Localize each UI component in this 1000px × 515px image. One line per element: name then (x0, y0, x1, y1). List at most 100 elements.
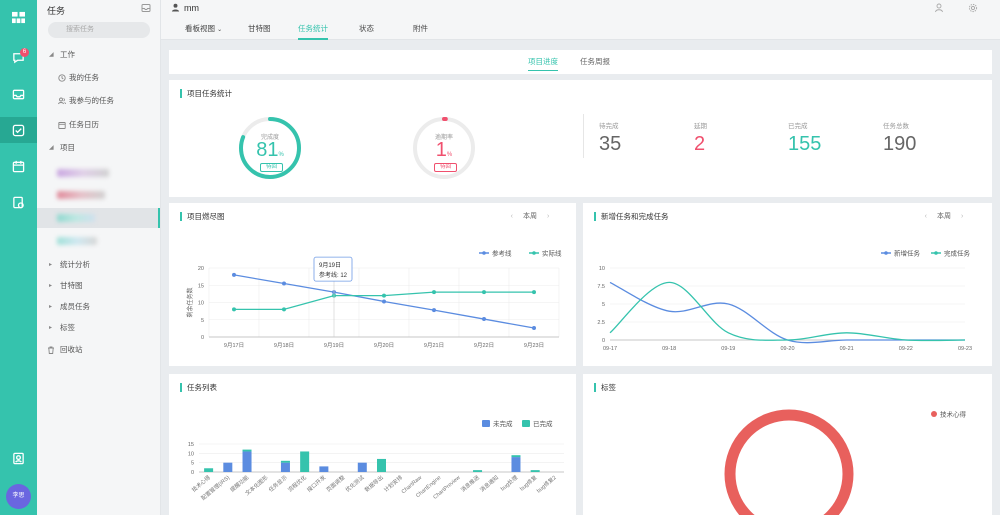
group-projects[interactable]: ◢ 项目 (37, 138, 161, 158)
bar (377, 458, 386, 472)
group-tags[interactable]: ▸ 标签 (37, 318, 161, 338)
chevron-right-icon[interactable]: › (961, 213, 964, 220)
app-logo-icon[interactable] (0, 4, 37, 30)
sidebar-item-recycle-bin[interactable]: 回收站 (37, 340, 161, 360)
group-work[interactable]: ◢ 工作 (37, 45, 161, 65)
sidebar-item-my-tasks[interactable]: 我的任务 (37, 68, 161, 88)
caret-right-icon: ▸ (49, 262, 53, 268)
app-rail: 6 李思 (0, 0, 37, 515)
caret-right-icon: ▸ (49, 283, 53, 289)
tab-kanban[interactable]: 看板视图 ⌄ (185, 24, 223, 33)
card-title: 任务列表 (180, 383, 217, 392)
bar (357, 462, 367, 472)
week-switcher[interactable]: ‹ 本周 › (510, 213, 550, 220)
data-point (532, 326, 536, 331)
search-input[interactable]: 搜索任务 (48, 22, 150, 38)
calendar-icon[interactable] (0, 153, 37, 179)
bar (242, 449, 252, 452)
legend-swatch (522, 420, 530, 427)
chevron-left-icon[interactable]: ‹ (510, 213, 513, 220)
unread-badge: 6 (20, 48, 29, 57)
x-tick-label: 9月21日 (424, 342, 444, 349)
group-member-tasks[interactable]: ▸ 成员任务 (37, 297, 161, 317)
overdue-arc (413, 117, 475, 179)
legend-label: 技术心得 (940, 410, 967, 419)
legend-label: 未完成 (493, 419, 513, 428)
x-tick-label: 09-17 (603, 346, 617, 352)
legend-label: 实际线 (542, 249, 562, 258)
data-point (282, 307, 286, 312)
new-vs-done-card: 新增任务和完成任务 ‹ 本周 › 0 2.5 5 7.5 10 09-17 09-18 09-19… (583, 203, 992, 366)
project-item[interactable] (37, 185, 161, 205)
x-tick-label: 09-19 (721, 346, 735, 352)
legend-swatch (482, 251, 486, 255)
project-item[interactable] (37, 231, 161, 251)
bar (204, 468, 214, 472)
caret-down-icon: ◢ (49, 145, 54, 151)
tab-attachments[interactable]: 附件 (413, 24, 428, 33)
card-title: 项目燃尽图 (180, 212, 225, 221)
week-switcher[interactable]: ‹ 本周 › (924, 213, 964, 220)
legend-label: 参考线 (492, 249, 512, 258)
bar (319, 466, 329, 472)
series-line (609, 281, 965, 344)
x-tick-label: 优化测试 (344, 473, 366, 494)
task-icon[interactable] (0, 117, 37, 143)
sidebar-item-task-calendar[interactable]: 任务日历 (37, 115, 161, 135)
data-point (482, 317, 486, 322)
contacts-icon[interactable] (0, 445, 37, 471)
bar (511, 455, 521, 458)
data-point (482, 290, 486, 295)
archive-icon[interactable] (141, 3, 151, 13)
x-tick-label: 09-22 (899, 346, 913, 352)
x-tick-label: 9月22日 (474, 342, 494, 349)
stats-subtabs: 项目进度 任务周报 (169, 50, 992, 74)
project-item-selected[interactable] (37, 208, 160, 228)
redacted-project-name (57, 169, 109, 177)
subtab-project-progress[interactable]: 项目进度 (528, 56, 558, 71)
bar (280, 460, 290, 463)
chevron-left-icon[interactable]: ‹ (924, 213, 927, 220)
user-avatar[interactable]: 李思 (6, 484, 31, 509)
chevron-right-icon[interactable]: › (547, 213, 550, 220)
legend-swatch (884, 251, 888, 255)
project-item[interactable] (37, 163, 161, 183)
stat-completed: 已完成 155 (788, 123, 822, 155)
x-tick-label: 09-23 (958, 346, 972, 352)
sidebar-item-participating[interactable]: 我参与的任务 (37, 91, 161, 111)
subtab-weekly-report[interactable]: 任务周报 (580, 57, 610, 66)
settings-gear-icon[interactable] (968, 3, 978, 13)
project-user[interactable]: mm (171, 3, 199, 13)
tooltip-text: 参考线: 12 (319, 271, 348, 279)
member-icon[interactable] (934, 3, 944, 13)
group-gantt[interactable]: ▸ 甘特图 (37, 276, 161, 296)
data-point (282, 281, 286, 286)
tab-task-stats[interactable]: 任务统计 (298, 20, 328, 40)
y-tick-label: 20 (198, 266, 204, 272)
new-vs-done-chart: 0 2.5 5 7.5 10 09-17 09-18 09-19 09-20 09-21 09-22… (597, 249, 972, 353)
y-tick-label: 7.5 (597, 284, 605, 290)
report-icon[interactable] (0, 189, 37, 215)
completion-tag[interactable]: 待回 (260, 163, 283, 172)
burndown-card: 项目燃尽图 ‹ 本周 › 0 5 10 15 20 9月17日 9月18日 9月19日 9月20日 9… (169, 203, 576, 366)
chat-icon[interactable]: 6 (0, 44, 37, 70)
calendar-small-icon (58, 122, 66, 129)
divider (583, 114, 584, 158)
y-tick-label: 15 (188, 442, 194, 448)
stat-pending: 待完成 35 (599, 123, 622, 155)
project-header: mm 看板视图 ⌄ 甘特图 任务统计 状态 附件 (161, 0, 1000, 40)
tab-status[interactable]: 状态 (359, 24, 374, 33)
x-tick-label: 9月18日 (274, 342, 294, 349)
card-title: 新增任务和完成任务 (594, 212, 669, 221)
redacted-project-name (57, 214, 95, 222)
tab-gantt[interactable]: 甘特图 (248, 24, 271, 33)
bar (473, 470, 483, 472)
completion-arc (239, 117, 301, 179)
bar (300, 451, 310, 472)
overdue-tag[interactable]: 待回 (434, 163, 457, 172)
x-tick-label: 09-20 (780, 346, 794, 352)
inbox-icon[interactable] (0, 81, 37, 107)
group-statistics[interactable]: ▸ 统计分析 (37, 255, 161, 275)
x-tick-label: 任务显示 (267, 473, 289, 494)
x-tick-label: 09-21 (840, 346, 854, 352)
